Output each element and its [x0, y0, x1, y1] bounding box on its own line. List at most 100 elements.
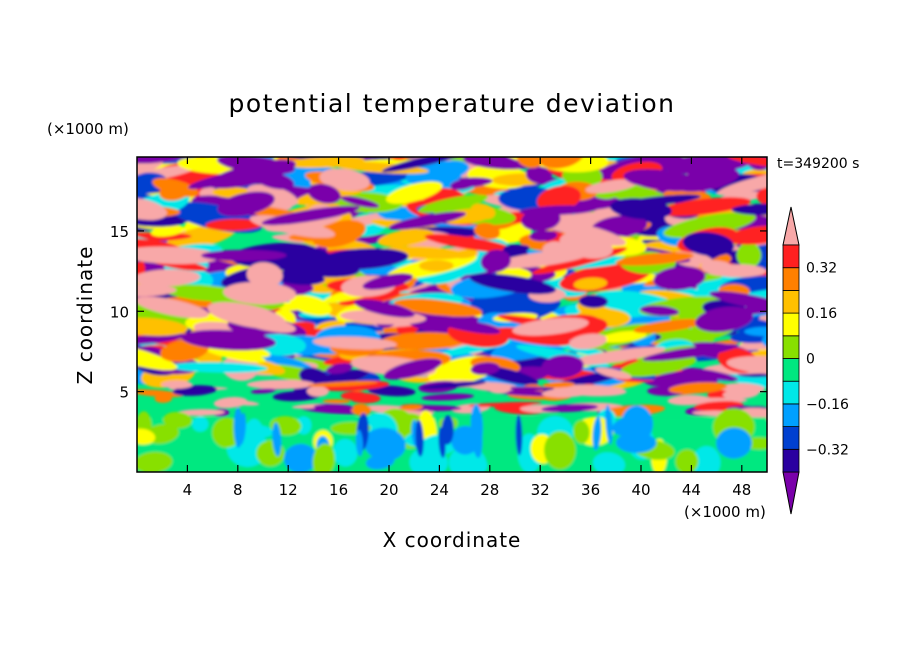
contour-blob [667, 395, 711, 406]
colorbar-label: 0 [806, 352, 815, 368]
contour-blob [362, 273, 414, 290]
contour-blob [137, 317, 188, 336]
plot-frame [136, 156, 768, 473]
colorbar-swatch [782, 335, 800, 359]
contour-blob [726, 356, 767, 375]
contour-blob [653, 266, 706, 291]
contour-blob [137, 197, 167, 221]
contour-blob [488, 383, 511, 394]
contour-blob [329, 161, 429, 174]
contour-blob [161, 380, 193, 389]
contour-blob [542, 381, 575, 388]
contour-blob [109, 191, 136, 204]
time-label: t=349200 s [777, 156, 859, 172]
contour-blob [246, 379, 315, 390]
contour-blob [462, 157, 540, 170]
contour-field [109, 157, 767, 472]
contour-blob [529, 230, 558, 242]
contour-blob [633, 318, 704, 334]
contour-blob [675, 449, 699, 472]
contour-blob [229, 400, 260, 406]
contour-blob [424, 234, 514, 253]
contour-blob [470, 362, 500, 376]
contour-blob [319, 168, 370, 191]
contour-blob [177, 409, 225, 416]
contour-blob [744, 326, 767, 337]
contour-blob [419, 259, 454, 272]
x-tick-label: 44 [682, 481, 701, 499]
contour-blob [512, 317, 589, 336]
contour-blob [573, 277, 608, 290]
x-tick-label: 20 [379, 481, 398, 499]
contour-blob [141, 157, 209, 158]
contour-blob [539, 157, 585, 169]
contour-blob [595, 367, 632, 380]
x-tick-label: 24 [430, 481, 449, 499]
x-tick-label: 36 [581, 481, 600, 499]
contour-blob [306, 386, 329, 397]
x-axis-ticks: 4 8 12 16 20 24 28 32 36 40 44 48 [183, 157, 751, 499]
contour-blob [756, 186, 767, 207]
x-unit-label: (×1000 m) [684, 503, 766, 521]
contour-blob [709, 291, 767, 312]
contour-blob [585, 179, 638, 194]
contour-blob [312, 220, 366, 248]
contour-blob [567, 347, 666, 366]
contour-blob [682, 232, 735, 256]
contour-blob [441, 415, 454, 445]
contour-blob [506, 386, 549, 391]
colorbar-label: 0.16 [806, 306, 837, 322]
contour-blob [326, 363, 353, 374]
colorbar-top-arrow [782, 206, 800, 246]
contour-blob [354, 299, 415, 318]
contour-blob [541, 354, 584, 379]
contour-blob [469, 273, 556, 295]
contour-blob [137, 296, 209, 319]
contour-blob [285, 157, 365, 168]
contour-blob [707, 389, 730, 400]
contour-blob [339, 290, 400, 306]
x-tick-label: 12 [279, 481, 298, 499]
chart-title: potential temperature deviation [229, 89, 676, 118]
colorbar-bottom-arrow [782, 471, 800, 515]
contour-blob [695, 306, 754, 333]
colorbar-swatch [782, 312, 800, 337]
contour-blob [521, 208, 561, 232]
contour-blob [612, 415, 653, 437]
contour-blob [764, 183, 767, 203]
contour-blob [525, 168, 552, 185]
colorbar-swatch [782, 403, 800, 427]
contour-blob [480, 249, 511, 273]
contour-blob [313, 403, 354, 411]
contour-blob [640, 305, 679, 316]
contour-blob [474, 222, 500, 240]
colorbar-label: −0.16 [806, 397, 849, 413]
contour-blob [668, 382, 728, 394]
contour-blob [205, 218, 263, 231]
contour-blob [137, 333, 187, 345]
contour-blob [619, 194, 701, 207]
contour-blob [307, 183, 341, 204]
contour-blob [726, 225, 767, 245]
contour-blob [283, 443, 317, 472]
contour-blob [569, 333, 607, 350]
y-axis-label: Z coordinate [73, 246, 97, 385]
contour-blob [202, 345, 266, 363]
contour-blob [250, 388, 276, 394]
contour-blob [137, 172, 167, 195]
x-tick-label: 8 [233, 481, 243, 499]
contour-blob [717, 170, 767, 196]
contour-blob [137, 284, 177, 297]
contour-blob [600, 330, 647, 343]
contour-blob [737, 333, 767, 351]
contour-blob [537, 185, 582, 212]
contour-blob [544, 430, 576, 470]
colorbar-swatch [782, 289, 800, 314]
contour-blob [152, 178, 199, 197]
plot-area [109, 157, 767, 472]
contour-blob [162, 411, 193, 429]
contour-blob [620, 354, 697, 377]
contour-blob [731, 203, 767, 216]
contour-blob [415, 419, 424, 457]
